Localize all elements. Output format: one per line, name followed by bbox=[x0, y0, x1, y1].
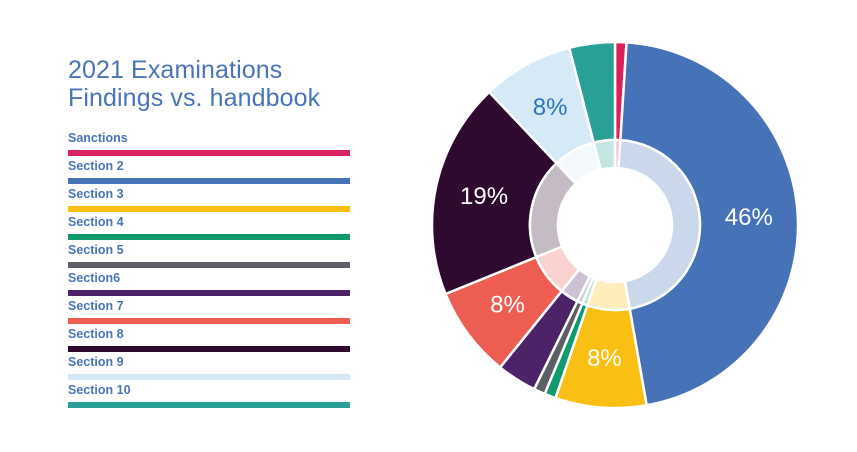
legend-swatch bbox=[68, 234, 350, 240]
chart-title: 2021 Examinations Findings vs. handbook bbox=[68, 56, 368, 112]
legend-label: Section 3 bbox=[68, 187, 124, 201]
legend-swatch bbox=[68, 150, 350, 156]
chart-title-line-1: 2021 Examinations bbox=[68, 56, 283, 84]
chart-legend: Sanctions Section 2 Section 3 Section 4 … bbox=[68, 128, 350, 408]
legend-swatch bbox=[68, 402, 350, 408]
legend-item-section-4: Section 4 bbox=[68, 212, 350, 240]
legend-label: Section 7 bbox=[68, 299, 124, 313]
legend-swatch bbox=[68, 374, 350, 380]
data-label-section-9: 8% bbox=[533, 94, 568, 121]
legend-swatch bbox=[68, 178, 350, 184]
legend-label: Section 4 bbox=[68, 215, 124, 229]
legend-label: Section 9 bbox=[68, 355, 124, 369]
legend-item-section-9: Section 9 bbox=[68, 352, 350, 380]
legend-item-section-7: Section 7 bbox=[68, 296, 350, 324]
data-label-section-7: 8% bbox=[490, 291, 525, 318]
legend-item-section-8: Section 8 bbox=[68, 324, 350, 352]
legend-label: Section 10 bbox=[68, 383, 131, 397]
legend-swatch bbox=[68, 206, 350, 212]
legend-swatch bbox=[68, 262, 350, 268]
legend-item-section-3: Section 3 bbox=[68, 184, 350, 212]
inner-ring-section-2 bbox=[617, 138, 702, 311]
legend-item-section-6: Section6 bbox=[68, 268, 350, 296]
donut-chart: 46% 8% 8% 19% 8% bbox=[430, 40, 800, 410]
legend-swatch bbox=[68, 318, 350, 324]
legend-item-sanctions: Sanctions bbox=[68, 128, 350, 156]
data-label-section-3: 8% bbox=[587, 345, 622, 372]
chart-title-line-2: Findings vs. handbook bbox=[68, 84, 321, 112]
legend-item-section-10: Section 10 bbox=[68, 380, 350, 408]
legend-swatch bbox=[68, 290, 350, 296]
legend-label: Section6 bbox=[68, 271, 121, 285]
legend-swatch bbox=[68, 346, 350, 352]
legend-label: Section 2 bbox=[68, 159, 124, 173]
legend-label: Section 5 bbox=[68, 243, 124, 257]
legend-item-section-5: Section 5 bbox=[68, 240, 350, 268]
legend-item-section-2: Section 2 bbox=[68, 156, 350, 184]
data-label-section-8: 19% bbox=[460, 183, 508, 210]
legend-label: Sanctions bbox=[68, 131, 128, 145]
inner-ring-section-10 bbox=[592, 138, 617, 172]
legend-label: Section 8 bbox=[68, 327, 124, 341]
data-label-section-2: 46% bbox=[725, 204, 773, 231]
